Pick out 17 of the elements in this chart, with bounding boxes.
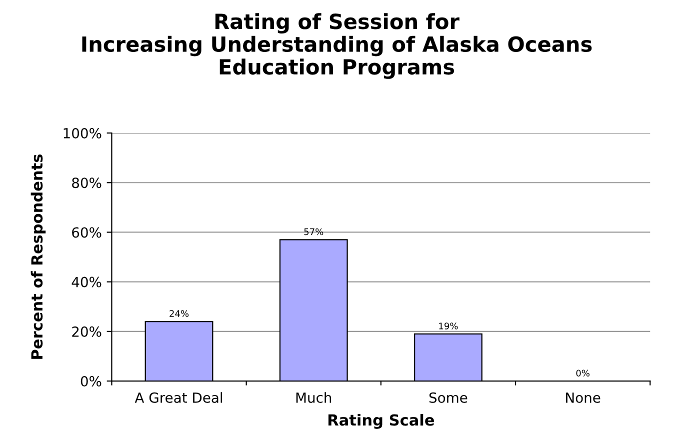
x-axis-title: Rating Scale bbox=[328, 414, 434, 429]
y-tick-label: 20% bbox=[72, 326, 102, 337]
y-tick-label: 80% bbox=[72, 178, 102, 188]
data-label: 57% bbox=[304, 228, 324, 236]
x-tick-label: None bbox=[566, 392, 600, 403]
data-label: 24% bbox=[170, 310, 189, 317]
x-tick-label: Much bbox=[296, 392, 332, 403]
y-axis-title: Percent of Respondents bbox=[30, 154, 46, 359]
chart-title: Rating of Session for Increasing Understanding of Alaska Oceans Education Programs bbox=[82, 13, 592, 79]
x-tick-label: Some bbox=[429, 392, 468, 403]
y-tick-label: 100% bbox=[64, 128, 102, 138]
y-tick-label: 40% bbox=[72, 276, 102, 288]
y-tick-label: 0% bbox=[80, 376, 102, 387]
x-tick-label: A Great Deal bbox=[134, 392, 222, 403]
data-label: 0% bbox=[576, 370, 590, 377]
data-label: 19% bbox=[439, 322, 458, 330]
y-tick-label: 60% bbox=[72, 227, 102, 238]
